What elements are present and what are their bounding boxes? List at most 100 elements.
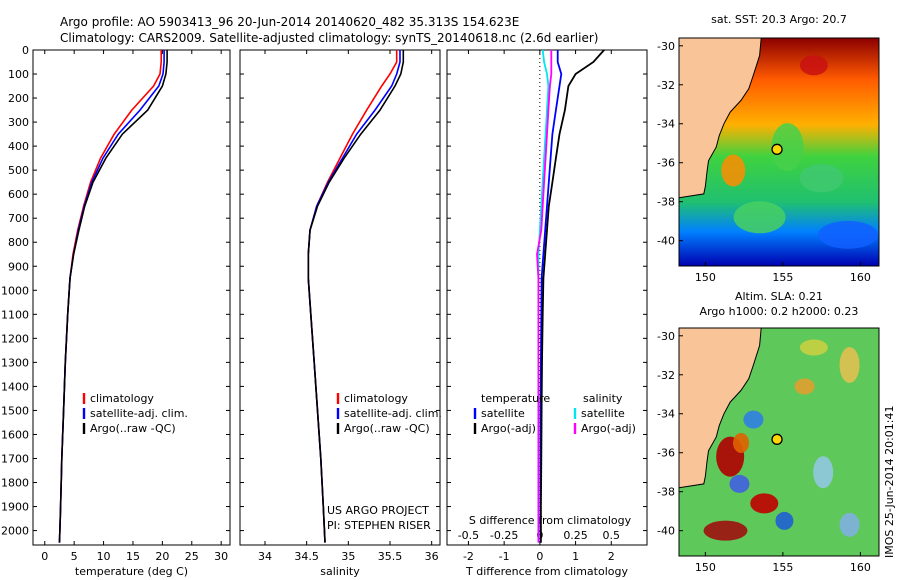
map-y-tick-label: -36 bbox=[657, 157, 675, 170]
land-mass bbox=[679, 38, 762, 266]
legend-label-2: satellite bbox=[481, 407, 525, 420]
map-x-tick-label: 160 bbox=[850, 271, 871, 284]
depth-tick-label: 800 bbox=[8, 236, 29, 249]
depth-tick-label: 300 bbox=[8, 116, 29, 129]
sst-feature bbox=[817, 220, 878, 249]
legend-label-3: Argo(-adj) bbox=[581, 422, 636, 435]
float-position-marker bbox=[771, 143, 783, 155]
depth-tick-label: 100 bbox=[8, 68, 29, 81]
sla-feature bbox=[743, 410, 764, 429]
x-tick-label: 34 bbox=[258, 550, 272, 563]
x-tick-label: 15 bbox=[126, 550, 140, 563]
sla-feature bbox=[813, 456, 834, 489]
series-line-0-sat bbox=[58, 50, 165, 543]
annotation-line-1: US ARGO PROJECT bbox=[327, 504, 429, 517]
sla-feature bbox=[733, 432, 750, 453]
depth-tick-label: 900 bbox=[8, 260, 29, 273]
map-y-tick-label: -38 bbox=[657, 486, 675, 499]
map-frame bbox=[678, 37, 880, 267]
depth-tick-label: 700 bbox=[8, 212, 29, 225]
map-y-tick-label: -36 bbox=[657, 447, 675, 460]
legend-label-1: Argo(..raw -QC) bbox=[344, 422, 430, 435]
series-line-1-argo bbox=[307, 50, 405, 543]
map-y-tick-label: -32 bbox=[657, 79, 675, 92]
map-frame bbox=[678, 327, 880, 557]
header-line-1: Argo profile: AO 5903413_96 20-Jun-2014 … bbox=[60, 15, 519, 29]
sst-feature bbox=[799, 55, 828, 76]
depth-tick-label: 1700 bbox=[1, 452, 29, 465]
series-line-0-clim bbox=[58, 50, 162, 543]
sla-feature bbox=[799, 339, 828, 356]
depth-tick-label: 1400 bbox=[1, 380, 29, 393]
sst-feature bbox=[771, 123, 804, 172]
annotation-line-2: PI: STEPHEN RISER bbox=[327, 519, 431, 532]
plot-frame-1 bbox=[239, 49, 441, 546]
sla-map-panel: 150 155 160 -30 -32 -34 -36 -38 -40 Altim. SLA: 0… bbox=[657, 290, 880, 574]
map-x-tick-label: 155 bbox=[772, 561, 793, 574]
x-tick-label: 35.5 bbox=[378, 550, 403, 563]
map-y-tick-label: -40 bbox=[657, 525, 675, 538]
coastline bbox=[679, 38, 762, 199]
sla-feature bbox=[839, 512, 860, 537]
sla-feature bbox=[794, 378, 815, 395]
x-tick-label: 25 bbox=[185, 550, 199, 563]
x-tick-label: 2 bbox=[608, 550, 615, 563]
coastline bbox=[679, 328, 762, 489]
map-x-tick-label: 150 bbox=[695, 561, 716, 574]
depth-tick-label: 1000 bbox=[1, 284, 29, 297]
sla-feature bbox=[839, 347, 860, 384]
imos-timestamp: IMOS 25-Jun-2014 20:01:41 bbox=[883, 405, 896, 558]
depth-tick-label: 1200 bbox=[1, 332, 29, 345]
map-y-tick-label: -34 bbox=[657, 408, 675, 421]
x-tick-label: 30 bbox=[214, 550, 228, 563]
depth-tick-label: 200 bbox=[8, 92, 29, 105]
depth-tick-label: 600 bbox=[8, 188, 29, 201]
legend-label-0: Argo(..raw -QC) bbox=[90, 422, 176, 435]
legend-title-salinity: salinity bbox=[583, 392, 623, 405]
s-tick-label: 0.25 bbox=[563, 529, 588, 542]
land-mass bbox=[679, 328, 762, 556]
depth-tick-label: 1500 bbox=[1, 404, 29, 417]
map-y-tick-label: -30 bbox=[657, 40, 675, 53]
float-position-marker bbox=[771, 433, 783, 445]
map-title: Altim. SLA: 0.21 bbox=[735, 290, 823, 303]
sst-map-panel: 150 155 160 -30 -32 -34 -36 -38 -40 sat. SST: 20.… bbox=[657, 13, 880, 284]
s-tick-label: -0.5 bbox=[458, 529, 479, 542]
s-tick-label: 0.5 bbox=[603, 529, 621, 542]
legend-label-1: satellite-adj. clim. bbox=[344, 407, 442, 420]
sla-feature bbox=[775, 511, 794, 530]
legend-title-temperature: temperature bbox=[481, 392, 550, 405]
s-tick-label: -0.25 bbox=[490, 529, 518, 542]
x-tick-label: 1 bbox=[572, 550, 579, 563]
series-line-2-argo_s bbox=[536, 50, 553, 543]
sla-feature bbox=[703, 520, 748, 541]
legend-label-3: satellite bbox=[581, 407, 625, 420]
depth-tick-label: 2000 bbox=[1, 525, 29, 538]
map-x-tick-label: 150 bbox=[695, 271, 716, 284]
series-line-2-argo bbox=[540, 49, 605, 543]
map-y-tick-label: -38 bbox=[657, 196, 675, 209]
map-title: sat. SST: 20.3 Argo: 20.7 bbox=[711, 13, 847, 26]
x-tick-label: 36 bbox=[425, 550, 439, 563]
x-tick-label: 0 bbox=[41, 550, 48, 563]
x-tick-label: 0 bbox=[536, 550, 543, 563]
legend-label-1: climatology bbox=[344, 392, 408, 405]
x-axis-label: temperature (deg C) bbox=[75, 565, 188, 578]
sst-feature bbox=[721, 154, 746, 187]
series-line-2-sat bbox=[539, 50, 563, 543]
temperature-panel: 0100200300400500600700800900100011001200… bbox=[1, 44, 231, 578]
x-axis-label: salinity bbox=[320, 565, 360, 578]
map-x-tick-label: 155 bbox=[772, 271, 793, 284]
x-tick-label: 20 bbox=[155, 550, 169, 563]
plot-frame-0 bbox=[32, 49, 231, 546]
series-line-0-argo bbox=[58, 50, 168, 543]
x-tick-label: 5 bbox=[71, 550, 78, 563]
depth-tick-label: 1800 bbox=[1, 477, 29, 490]
x-tick-label: -2 bbox=[463, 550, 474, 563]
legend-label-0: satellite-adj. clim. bbox=[90, 407, 188, 420]
header-line-2: Climatology: CARS2009. Satellite-adjuste… bbox=[60, 31, 598, 45]
depth-tick-label: 1300 bbox=[1, 356, 29, 369]
x-axis-label-top: S difference from climatology bbox=[469, 514, 632, 527]
x-tick-label: 35 bbox=[341, 550, 355, 563]
